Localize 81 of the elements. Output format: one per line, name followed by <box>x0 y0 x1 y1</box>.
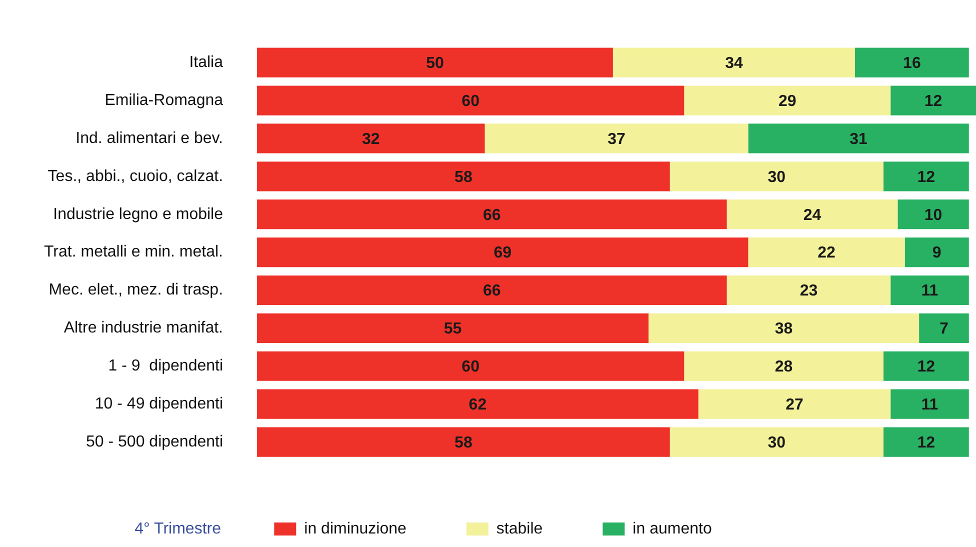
data-label: 24 <box>803 206 822 224</box>
data-label: 12 <box>924 92 942 110</box>
data-label: 69 <box>494 244 512 262</box>
data-label: 62 <box>468 396 487 414</box>
legend-label: in aumento <box>632 520 712 538</box>
y-tick-label: Trat. metalli e min. metal. <box>44 244 224 261</box>
data-label: 58 <box>454 168 472 186</box>
data-label: 28 <box>774 358 793 376</box>
bar <box>883 162 969 192</box>
bar <box>684 86 891 116</box>
bar <box>854 48 969 78</box>
bar <box>748 124 969 154</box>
y-tick-label: Mec. elet., mez. di trasp. <box>48 282 224 299</box>
data-label: 30 <box>768 434 786 452</box>
y-tick-label: Emilia-Romagna <box>104 92 224 109</box>
data-label: 37 <box>608 130 626 148</box>
bar <box>257 86 684 116</box>
bar <box>484 124 748 154</box>
data-label: 27 <box>786 396 804 414</box>
data-label: 23 <box>800 282 818 300</box>
data-label: 22 <box>818 244 836 262</box>
bar <box>698 389 891 419</box>
data-label: 12 <box>917 434 936 452</box>
bar <box>919 313 969 343</box>
data-label: 60 <box>462 358 480 376</box>
bar <box>890 389 969 419</box>
data-label: 66 <box>483 282 501 300</box>
data-label: 30 <box>768 168 786 186</box>
y-tick-label: Altre industrie manifat. <box>64 320 224 337</box>
data-label: 7 <box>940 320 949 338</box>
bar <box>883 351 969 381</box>
data-label: 10 <box>924 206 942 224</box>
data-label: 32 <box>362 130 380 148</box>
data-label: 16 <box>903 54 921 72</box>
y-tick-label: 10 - 49 dipendenti <box>94 395 224 412</box>
bar <box>748 238 905 268</box>
bar <box>612 48 855 78</box>
y-tick-label: Italia <box>189 54 224 71</box>
bar <box>257 275 727 306</box>
bar <box>883 427 969 457</box>
bar <box>257 200 727 230</box>
y-tick-label: 1 - 9 dipendenti <box>108 358 224 375</box>
bar <box>670 162 884 192</box>
bar <box>898 200 969 230</box>
data-label: 38 <box>774 320 793 338</box>
bar <box>257 427 670 457</box>
data-label: 9 <box>932 244 942 262</box>
bar <box>257 351 684 381</box>
bar <box>648 313 920 343</box>
data-label: 34 <box>725 54 743 72</box>
y-tick-label: Industrie legno e mobile <box>53 206 224 223</box>
data-label: 66 <box>483 206 501 224</box>
bar <box>890 275 969 306</box>
data-label: 60 <box>462 92 480 110</box>
bar <box>670 427 884 457</box>
y-tick-label: 50 - 500 dipendenti <box>86 433 224 450</box>
bar <box>257 313 649 343</box>
data-label: 12 <box>917 358 936 376</box>
data-label: 58 <box>454 434 472 452</box>
legend-title: 4° Trimestre <box>134 520 222 538</box>
data-label: 55 <box>444 320 462 338</box>
data-label: 31 <box>850 130 868 148</box>
bar <box>257 124 485 154</box>
bar <box>257 48 613 78</box>
y-tick-label: Ind. alimentari e bev. <box>76 130 224 147</box>
bar <box>726 200 898 230</box>
data-label: 12 <box>917 168 936 186</box>
bar <box>257 238 748 268</box>
y-tick-label: Tes., abbi., cuoio, calzat. <box>48 168 224 185</box>
bar <box>257 389 698 419</box>
data-label: 11 <box>921 396 938 414</box>
bar <box>257 162 670 192</box>
bar <box>904 238 969 268</box>
legend-label: stabile <box>496 520 543 538</box>
data-label: 11 <box>921 282 938 300</box>
data-label: 50 <box>426 54 444 72</box>
data-label: 29 <box>778 92 796 110</box>
bar <box>726 275 891 306</box>
bar <box>890 86 976 116</box>
bar <box>684 351 884 381</box>
legend-label: in diminuzione <box>304 520 407 538</box>
